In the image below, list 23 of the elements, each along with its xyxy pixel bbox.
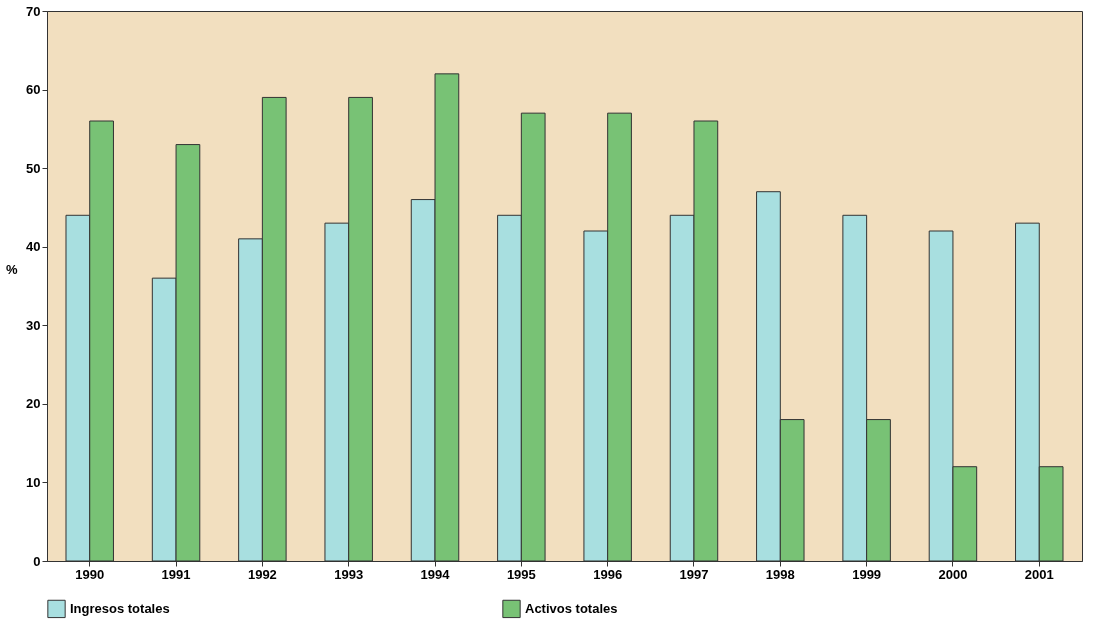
y-tick-label: 50 xyxy=(26,160,41,176)
x-tick-label: 1993 xyxy=(334,566,364,582)
y-tick-label: 10 xyxy=(26,474,41,490)
y-tick-label: 70 xyxy=(26,3,41,19)
x-tick-label: 1994 xyxy=(420,566,451,582)
x-tick-label: 1990 xyxy=(75,566,105,582)
x-tick-label: 1997 xyxy=(679,566,709,582)
y-axis-title: % xyxy=(5,261,18,277)
y-tick-label: 60 xyxy=(26,82,41,98)
x-tick-label: 2001 xyxy=(1024,566,1054,582)
y-tick-label: 30 xyxy=(26,317,41,333)
y-tick-label: 20 xyxy=(26,396,41,412)
x-tick-label: 1996 xyxy=(593,566,623,582)
x-tick-label: 2000 xyxy=(938,566,968,582)
x-tick-label: 1992 xyxy=(247,566,277,582)
x-tick-label: 1995 xyxy=(506,566,536,582)
y-tick-label: 40 xyxy=(26,239,41,255)
y-tick-label: 0 xyxy=(33,553,41,569)
x-tick-label: 1991 xyxy=(161,566,191,582)
legend-label: Ingresos totales xyxy=(70,600,170,616)
legend-label: Activos totales xyxy=(525,600,618,616)
x-tick-label: 1998 xyxy=(765,566,795,582)
x-tick-label: 1999 xyxy=(852,566,882,582)
